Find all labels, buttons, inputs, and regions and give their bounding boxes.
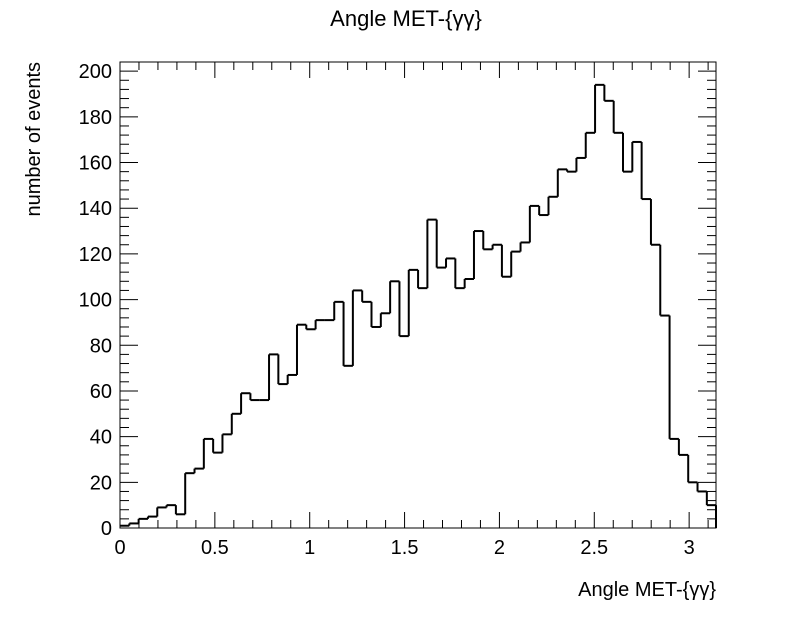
- y-tick-label: 20: [90, 472, 112, 494]
- x-tick-label: 2.5: [580, 537, 608, 559]
- y-tick-label: 180: [79, 107, 112, 129]
- tick-labels: 0 0.5 1 1.5 2 2.5 3 0 20 40 60 80 100 120 140 160 180 200: [79, 61, 695, 559]
- y-tick-label: 140: [79, 198, 112, 220]
- y-tick-label: 80: [90, 335, 112, 357]
- x-tick-label: 3: [684, 537, 695, 559]
- y-tick-label: 200: [79, 61, 112, 83]
- y-tick-label: 120: [79, 244, 112, 266]
- y-tick-label: 60: [90, 381, 112, 403]
- x-tick-label: 0.5: [201, 537, 229, 559]
- x-tick-label: 0: [114, 537, 125, 559]
- plot-frame: [119, 61, 717, 529]
- x-axis-label: Angle MET-{γγ}: [578, 579, 716, 601]
- y-tick-label: 160: [79, 153, 112, 175]
- y-axis-label: number of events: [23, 62, 45, 217]
- x-tick-label: 1.5: [391, 537, 419, 559]
- histogram-bins: [120, 83, 717, 528]
- axis-ticks: [119, 61, 716, 529]
- y-tick-label: 100: [79, 290, 112, 312]
- y-tick-label: 0: [101, 518, 112, 540]
- x-tick-label: 1: [304, 537, 315, 559]
- plot-area: [119, 61, 717, 529]
- x-tick-label: 2: [494, 537, 505, 559]
- y-tick-label: 40: [90, 427, 112, 449]
- chart-title: Angle MET-{γγ}: [330, 6, 482, 31]
